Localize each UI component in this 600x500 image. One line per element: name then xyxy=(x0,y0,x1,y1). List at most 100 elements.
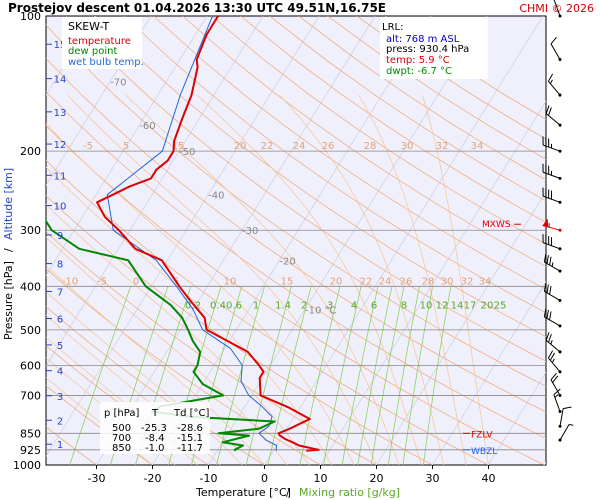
barb-dot xyxy=(558,93,562,97)
barb-staff xyxy=(559,408,564,427)
altitude-tick: 12 xyxy=(54,140,67,151)
isotherm xyxy=(46,16,264,367)
wind-barb xyxy=(550,372,562,397)
mixing-ratio-label: 1 xyxy=(253,300,259,311)
theta-label: 22 xyxy=(261,141,274,152)
isotherm xyxy=(152,16,432,465)
moist-adiabat xyxy=(197,94,422,465)
barb-staff xyxy=(553,394,561,412)
theta-label: 30 xyxy=(401,141,414,152)
altitude-tick: 13 xyxy=(54,108,67,119)
mixing-ratio-label: 1.4 xyxy=(275,300,291,311)
wind-barb xyxy=(550,36,562,61)
y-axis-title-alt: Altitude [km] xyxy=(2,168,15,240)
legend-temperature: temperature xyxy=(68,36,131,47)
temperature-tick: -30 xyxy=(88,472,106,485)
temperature-tick: -10 xyxy=(200,472,218,485)
barb-dot xyxy=(558,438,562,442)
theta-e-label: 22 xyxy=(360,276,373,287)
altitude-tick: 1 xyxy=(57,440,63,451)
barb-dot xyxy=(558,200,562,204)
pressure-tick: 300 xyxy=(20,224,41,237)
moist-adiabat xyxy=(422,94,489,465)
dry-adiabat xyxy=(182,16,546,267)
pressure-tick: 600 xyxy=(20,359,41,372)
barb-dot xyxy=(558,424,562,428)
dry-adiabat xyxy=(240,16,546,223)
barb-dot xyxy=(558,176,562,180)
wind-barb xyxy=(547,350,562,374)
lrl-alt: alt: 768 m ASL xyxy=(386,34,460,45)
copyright: CHMI © 2026 xyxy=(519,2,594,15)
altitude-tick: 6 xyxy=(57,315,63,326)
barb-full xyxy=(548,334,552,343)
barb-dot xyxy=(558,269,562,273)
altitude-tick: 5 xyxy=(57,341,63,352)
isotherm-label: -30 xyxy=(242,226,258,237)
wind-barb xyxy=(553,388,562,413)
x-axis-title-temp: Temperature [°C] xyxy=(195,486,291,499)
barb-full xyxy=(545,332,550,341)
theta-e-label: 15 xyxy=(281,276,294,287)
table-row-td: -28.6 xyxy=(177,423,203,434)
barb-full xyxy=(543,282,547,292)
theta-label: 28 xyxy=(364,141,377,152)
wbzl-label: WBZL xyxy=(471,447,497,457)
barb-half xyxy=(548,223,550,228)
barb-dot xyxy=(558,410,562,413)
lrl-box: LRL: alt: 768 m ASL press: 930.4 hPa tem… xyxy=(380,17,488,79)
isotherm-label: -70 xyxy=(110,78,126,89)
legend-wet-bulb: wet bulb temp. xyxy=(68,57,144,68)
barb-full xyxy=(550,372,557,381)
barb-full xyxy=(542,234,544,243)
barb-full xyxy=(542,136,544,146)
barb-half xyxy=(551,358,555,363)
y-axis-title-sep: / xyxy=(2,248,15,252)
legend-title: SKEW-T xyxy=(68,20,110,33)
barb-full xyxy=(548,189,550,199)
pressure-tick: 200 xyxy=(20,145,41,158)
wind-barb xyxy=(545,105,562,127)
mixing-ratio-label: 12 xyxy=(436,300,449,311)
dry-adiabat xyxy=(124,16,546,314)
table-row-td: -11.7 xyxy=(177,443,203,454)
isotherm xyxy=(488,371,546,465)
wind-barb xyxy=(543,253,562,273)
mxws-label: MXWS xyxy=(482,220,511,230)
dry-adiabat xyxy=(46,57,546,413)
mixing-ratio-label: 17 xyxy=(464,300,477,311)
plot-area xyxy=(45,15,547,466)
theta-e-label: 24 xyxy=(379,276,392,287)
theta-e-label: 20 xyxy=(330,276,343,287)
pressure-tick: 500 xyxy=(20,324,41,337)
moist-adiabat xyxy=(46,204,310,465)
moist-adiabat xyxy=(67,94,377,465)
isotherm xyxy=(96,16,376,465)
legend-dew-point: dew point xyxy=(68,46,117,57)
dry-adiabat xyxy=(211,16,546,245)
barb-full xyxy=(548,138,550,148)
barb-half xyxy=(550,339,553,345)
table-row-p: 500 xyxy=(112,423,131,434)
y-axis-title-p: Pressure [hPa] xyxy=(2,261,15,340)
barb-full xyxy=(553,388,561,395)
barb-full xyxy=(547,350,554,359)
isotherm xyxy=(376,190,546,465)
barb-half xyxy=(551,171,553,176)
profiles xyxy=(46,16,320,452)
pressure-tick: 850 xyxy=(20,427,41,440)
temperature-tick: 0 xyxy=(261,472,268,485)
barb-full xyxy=(549,285,552,295)
barb-full xyxy=(549,256,552,266)
theta-label: 20 xyxy=(234,141,247,152)
altitude-tick: 15 xyxy=(54,40,67,51)
table-row-t: -8.4 xyxy=(145,433,165,444)
barb-full xyxy=(545,105,550,114)
table-header-t: T xyxy=(151,408,159,419)
wind-barb xyxy=(542,163,562,180)
barb-full xyxy=(550,237,553,246)
barb-full xyxy=(546,255,549,264)
pressure-tick: 925 xyxy=(20,444,41,457)
level-table: p [hPa] T Td [°C] 500 -25.3 -28.6 700 -8… xyxy=(100,402,210,454)
